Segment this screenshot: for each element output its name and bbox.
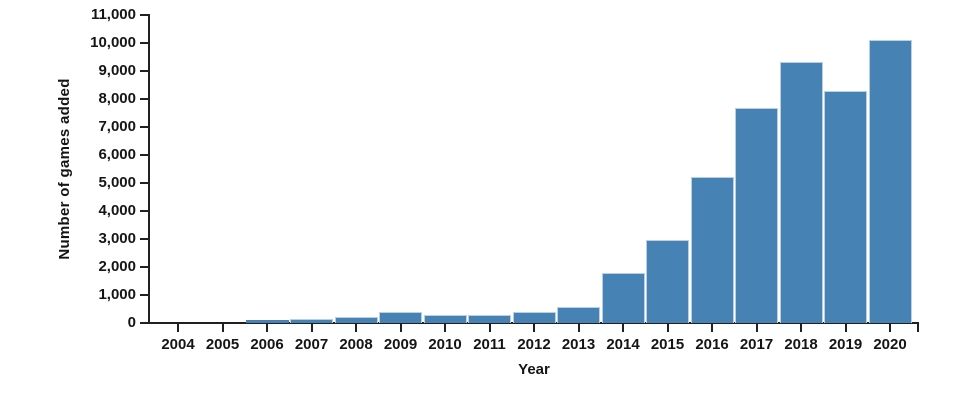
y-tick-label: 8,000 <box>98 90 136 107</box>
y-tick-label: 2,000 <box>98 258 136 275</box>
x-tick-label: 2016 <box>695 336 729 353</box>
y-tick-label: 10,000 <box>90 34 136 51</box>
y-tick-mark <box>140 154 149 156</box>
x-tick-label: 2010 <box>428 336 462 353</box>
x-tick-label: 2005 <box>205 336 240 353</box>
y-tick-label: 3,000 <box>98 230 136 247</box>
bar-2016 <box>690 177 734 323</box>
x-tick-label: 2018 <box>784 336 818 353</box>
bar-2013 <box>557 307 600 323</box>
x-tick-label: 2009 <box>383 336 418 353</box>
bar-2018 <box>779 62 823 323</box>
x-tick-mark <box>310 324 313 332</box>
y-tick-mark <box>140 126 149 128</box>
bar-2012 <box>512 311 556 323</box>
x-tick-label: 2007 <box>294 336 329 353</box>
y-tick-label: 4,000 <box>98 202 136 219</box>
y-tick-label: 1,000 <box>98 286 136 303</box>
bar-2007 <box>290 319 333 323</box>
y-tick-mark <box>140 322 149 324</box>
y-tick-label: 0 <box>127 314 136 331</box>
y-tick-label: 9,000 <box>98 62 136 79</box>
x-tick-mark <box>577 324 580 332</box>
bar-2014 <box>601 273 645 323</box>
y-tick-mark <box>140 294 149 296</box>
y-tick-mark <box>140 182 149 184</box>
bar-2011 <box>468 315 511 323</box>
bar-2010 <box>423 314 467 323</box>
y-tick-label: 6,000 <box>98 146 136 163</box>
x-tick-label: 2015 <box>650 336 685 353</box>
x-tick-mark <box>533 324 535 332</box>
y-tick-label: 5,000 <box>98 174 136 191</box>
x-tick-label: 2013 <box>561 336 596 353</box>
x-tick-mark <box>355 324 357 332</box>
y-tick-mark <box>140 42 149 44</box>
y-tick-mark <box>140 98 149 100</box>
x-tick-label: 2004 <box>161 336 195 353</box>
x-axis-line <box>148 322 919 324</box>
x-tick-mark <box>622 324 624 332</box>
x-tick-mark <box>711 324 713 332</box>
bar-2008 <box>334 316 378 323</box>
x-axis-end-tick <box>917 324 919 332</box>
x-tick-label: 2019 <box>828 336 863 353</box>
y-tick-label: 7,000 <box>98 118 136 135</box>
x-tick-label: 2017 <box>739 336 774 353</box>
x-tick-mark <box>266 324 268 332</box>
bar-2009 <box>379 312 422 323</box>
y-tick-mark <box>140 14 149 16</box>
x-tick-mark <box>488 324 491 332</box>
x-tick-mark <box>666 324 669 332</box>
x-tick-mark <box>444 324 446 332</box>
x-tick-mark <box>177 324 179 332</box>
x-tick-label: 2008 <box>339 336 373 353</box>
y-tick-mark <box>140 238 149 240</box>
bar-2006 <box>245 320 289 323</box>
x-tick-label: 2012 <box>517 336 551 353</box>
x-tick-label: 2011 <box>473 336 506 353</box>
y-tick-mark <box>140 266 149 268</box>
x-tick-label: 2014 <box>606 336 640 353</box>
x-tick-label: 2006 <box>250 336 284 353</box>
y-tick-mark <box>140 210 149 212</box>
x-tick-mark <box>800 324 802 332</box>
x-axis-title: Year <box>518 361 550 378</box>
x-tick-mark <box>889 324 891 332</box>
bar-2020 <box>868 39 912 323</box>
x-tick-mark <box>755 324 758 332</box>
bar-2017 <box>735 108 778 323</box>
y-tick-label: 11,000 <box>90 6 136 23</box>
y-axis-line <box>148 14 150 324</box>
y-tick-mark <box>140 70 149 72</box>
bar-2019 <box>824 90 867 323</box>
x-tick-mark <box>844 324 847 332</box>
bar-2015 <box>646 240 689 323</box>
x-tick-mark <box>221 324 224 332</box>
x-tick-mark <box>399 324 402 332</box>
x-tick-label: 2020 <box>873 336 907 353</box>
